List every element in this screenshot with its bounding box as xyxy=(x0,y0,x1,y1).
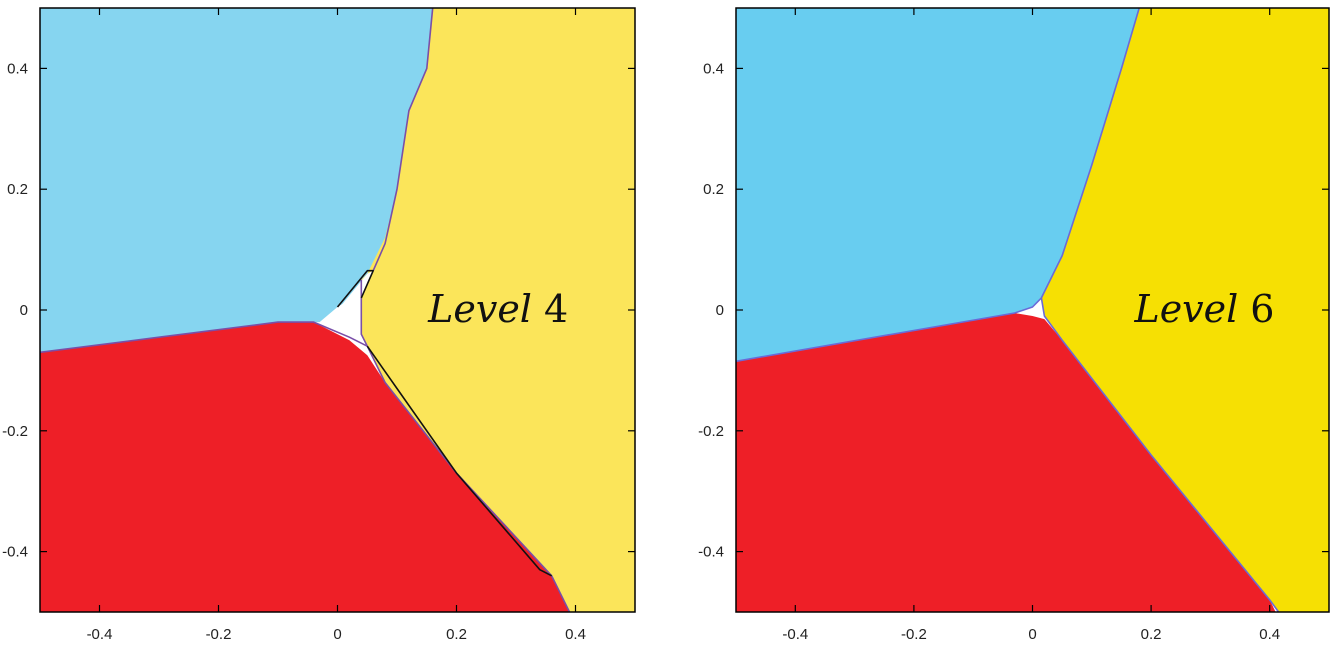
region-boundaries xyxy=(735,7,1280,613)
x-tick-label: 0 xyxy=(333,626,341,643)
x-tick-labels: -0.4 -0.2 0 0.2 0.4 xyxy=(87,626,586,643)
y-tick-label: 0.2 xyxy=(703,181,724,198)
color-region xyxy=(736,313,1276,612)
y-tick-label: -0.2 xyxy=(698,423,724,440)
y-tick-label: -0.2 xyxy=(2,423,28,440)
boundary-line xyxy=(39,321,368,354)
panel-level-4: -0.4 -0.2 0 0.2 0.4 -0.4 -0.2 0 0.2 0.4 … xyxy=(2,7,636,643)
x-tick-label: 0.2 xyxy=(1141,626,1162,643)
y-tick-label: 0 xyxy=(716,302,724,319)
axis-ticks xyxy=(736,8,1329,612)
region-fills xyxy=(40,8,635,612)
boundary-line xyxy=(735,7,1140,363)
y-tick-labels: -0.4 -0.2 0 0.2 0.4 xyxy=(2,60,28,560)
panel-level-6: -0.4 -0.2 0 0.2 0.4 -0.4 -0.2 0 0.2 0.4 … xyxy=(698,7,1330,643)
y-tick-label: -0.4 xyxy=(2,544,28,561)
x-tick-labels: -0.4 -0.2 0 0.2 0.4 xyxy=(782,626,1280,643)
color-region xyxy=(361,8,635,612)
axis-ticks xyxy=(40,8,635,612)
level-annotation-number: 6 xyxy=(1250,287,1274,331)
level-annotation: Level 4 xyxy=(427,287,568,331)
boundary-line xyxy=(366,345,553,577)
x-tick-label: -0.4 xyxy=(87,626,113,643)
region-fills xyxy=(736,8,1329,612)
x-tick-label: -0.2 xyxy=(901,626,927,643)
color-region xyxy=(736,8,1140,362)
level-annotation-word: Level xyxy=(1133,287,1238,331)
boundary-line xyxy=(372,7,434,272)
y-tick-label: -0.4 xyxy=(698,544,724,561)
y-tick-labels: -0.4 -0.2 0 0.2 0.4 xyxy=(698,60,724,560)
x-tick-label: -0.4 xyxy=(782,626,808,643)
level-annotation: Level 6 xyxy=(1133,287,1274,331)
color-region xyxy=(1041,8,1329,612)
region-boundaries xyxy=(39,7,571,613)
x-tick-label: 0.2 xyxy=(446,626,467,643)
y-tick-label: 0.4 xyxy=(7,60,28,77)
color-region xyxy=(40,322,570,612)
level-annotation-number: 4 xyxy=(544,287,568,331)
x-tick-label: 0.4 xyxy=(565,626,586,643)
level-annotation-word: Level xyxy=(427,287,532,331)
x-tick-label: 0.4 xyxy=(1259,626,1280,643)
boundary-line xyxy=(1040,297,1280,613)
y-tick-label: 0 xyxy=(20,302,28,319)
y-tick-label: 0.4 xyxy=(703,60,724,77)
boundary-line xyxy=(336,269,375,308)
color-region xyxy=(40,8,433,353)
y-tick-label: 0.2 xyxy=(7,181,28,198)
x-tick-label: 0 xyxy=(1028,626,1036,643)
x-tick-label: -0.2 xyxy=(206,626,232,643)
